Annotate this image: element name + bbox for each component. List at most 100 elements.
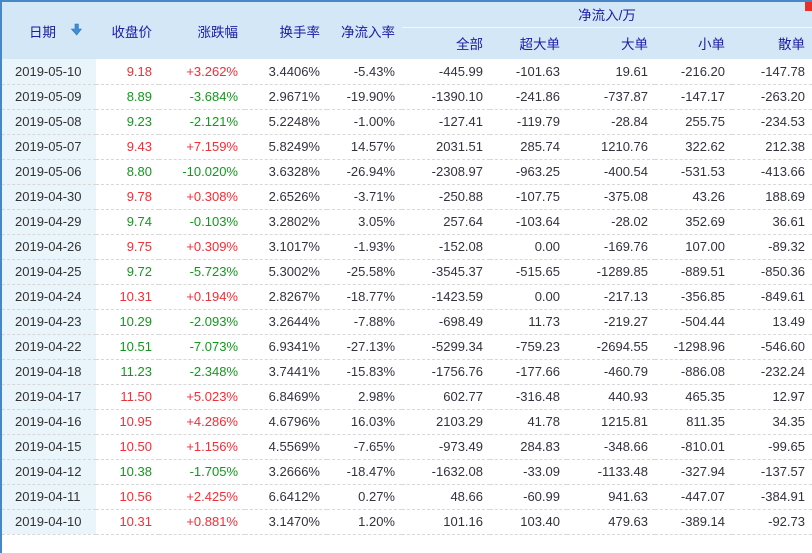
cell-close: 10.31 xyxy=(96,509,159,535)
cell-small: 811.35 xyxy=(655,409,732,435)
cell-change: -1.705% xyxy=(159,459,245,485)
column-header-close[interactable]: 收盘价 xyxy=(96,2,159,59)
cell-inflow-rate: -26.94% xyxy=(327,159,402,185)
cell-large: -1133.48 xyxy=(567,459,655,485)
cell-turnover: 5.8249% xyxy=(245,134,327,160)
column-header-inflow-small[interactable]: 小单 xyxy=(655,27,732,59)
cell-turnover: 3.1017% xyxy=(245,234,327,260)
cell-super: -177.66 xyxy=(490,359,567,385)
cell-super: -33.09 xyxy=(490,459,567,485)
column-header-change[interactable]: 涨跌幅 xyxy=(159,2,245,59)
cell-all: -1423.59 xyxy=(402,284,490,310)
cell-all: -1756.76 xyxy=(402,359,490,385)
cell-turnover: 4.6796% xyxy=(245,409,327,435)
cell-large: -400.54 xyxy=(567,159,655,185)
cell-all: -698.49 xyxy=(402,309,490,335)
cell-large: -460.79 xyxy=(567,359,655,385)
cell-date: 2019-04-17 xyxy=(2,384,96,410)
cell-small: 255.75 xyxy=(655,109,732,135)
cell-super: 103.40 xyxy=(490,509,567,535)
cell-date: 2019-05-10 xyxy=(2,59,96,85)
cell-super: 0.00 xyxy=(490,234,567,260)
cell-date: 2019-05-07 xyxy=(2,134,96,160)
cell-change: -2.121% xyxy=(159,109,245,135)
cell-large: -375.08 xyxy=(567,184,655,210)
cell-scattered: -546.60 xyxy=(732,334,812,360)
cell-super: -103.64 xyxy=(490,209,567,235)
cell-change: +0.308% xyxy=(159,184,245,210)
cell-large: -348.66 xyxy=(567,434,655,460)
cell-date: 2019-04-23 xyxy=(2,309,96,335)
table-header: 日期 收盘价 涨跌幅 换手率 净流入率 净流入/万 全部 超大单 大单 小单 散… xyxy=(2,2,812,59)
cell-all: -973.49 xyxy=(402,434,490,460)
cell-change: -0.103% xyxy=(159,209,245,235)
cell-small: -810.01 xyxy=(655,434,732,460)
cell-super: 0.00 xyxy=(490,284,567,310)
table-row: 2019-05-09 8.89 -3.684% 2.9671% -19.90% -1390… xyxy=(2,84,812,110)
table-row: 2019-05-08 9.23 -2.121% 5.2248% -1.00% -127.4… xyxy=(2,109,812,135)
date-header-label: 日期 xyxy=(29,24,56,40)
cell-date: 2019-04-25 xyxy=(2,259,96,285)
cell-date: 2019-04-10 xyxy=(2,509,96,535)
cell-close: 8.89 xyxy=(96,84,159,110)
column-header-inflow-rate[interactable]: 净流入率 xyxy=(327,2,402,59)
table-row: 2019-04-25 9.72 -5.723% 5.3002% -25.58% -3545… xyxy=(2,259,812,285)
cell-inflow-rate: 14.57% xyxy=(327,134,402,160)
cell-turnover: 3.6328% xyxy=(245,159,327,185)
cell-date: 2019-04-26 xyxy=(2,234,96,260)
column-header-inflow-super-large[interactable]: 超大单 xyxy=(490,27,567,59)
cell-scattered: 188.69 xyxy=(732,184,812,210)
cell-change: +1.156% xyxy=(159,434,245,460)
cell-small: -1298.96 xyxy=(655,334,732,360)
cell-turnover: 6.8469% xyxy=(245,384,327,410)
cell-scattered: 34.35 xyxy=(732,409,812,435)
cell-scattered: -232.24 xyxy=(732,359,812,385)
column-header-date[interactable]: 日期 xyxy=(2,2,96,59)
cell-inflow-rate: -1.00% xyxy=(327,109,402,135)
cell-all: -3545.37 xyxy=(402,259,490,285)
cell-close: 9.75 xyxy=(96,234,159,260)
cell-super: -119.79 xyxy=(490,109,567,135)
table-body: 2019-05-10 9.18 +3.262% 3.4406% -5.43% -445.9… xyxy=(2,59,812,535)
table-row: 2019-04-11 10.56 +2.425% 6.6412% 0.27% 48.66-… xyxy=(2,484,812,510)
cell-small: -447.07 xyxy=(655,484,732,510)
column-header-inflow-scattered[interactable]: 散单 xyxy=(732,27,812,59)
cell-scattered: -99.65 xyxy=(732,434,812,460)
cell-turnover: 5.3002% xyxy=(245,259,327,285)
cell-super: -241.86 xyxy=(490,84,567,110)
cell-close: 10.95 xyxy=(96,409,159,435)
column-header-turnover[interactable]: 换手率 xyxy=(245,2,327,59)
cell-super: -759.23 xyxy=(490,334,567,360)
cell-close: 11.23 xyxy=(96,359,159,385)
cell-inflow-rate: 1.20% xyxy=(327,509,402,535)
cell-change: +3.262% xyxy=(159,59,245,85)
cell-all: 48.66 xyxy=(402,484,490,510)
column-header-inflow-all[interactable]: 全部 xyxy=(402,27,490,59)
cell-small: -889.51 xyxy=(655,259,732,285)
cell-change: +0.309% xyxy=(159,234,245,260)
cell-large: -737.87 xyxy=(567,84,655,110)
cell-super: -60.99 xyxy=(490,484,567,510)
cell-small: 107.00 xyxy=(655,234,732,260)
cell-all: 257.64 xyxy=(402,209,490,235)
column-group-net-inflow: 净流入/万 xyxy=(402,2,812,28)
cell-close: 9.43 xyxy=(96,134,159,160)
sort-desc-icon[interactable] xyxy=(70,23,83,39)
corner-red-mark xyxy=(805,2,812,11)
cell-small: -327.94 xyxy=(655,459,732,485)
column-header-inflow-large[interactable]: 大单 xyxy=(567,27,655,59)
cell-change: +2.425% xyxy=(159,484,245,510)
cell-date: 2019-05-08 xyxy=(2,109,96,135)
cell-small: -216.20 xyxy=(655,59,732,85)
cell-small: 465.35 xyxy=(655,384,732,410)
cell-close: 9.74 xyxy=(96,209,159,235)
table-row: 2019-04-12 10.38 -1.705% 3.2666% -18.47% -163… xyxy=(2,459,812,485)
cell-small: -356.85 xyxy=(655,284,732,310)
cell-all: 2103.29 xyxy=(402,409,490,435)
cell-change: -2.348% xyxy=(159,359,245,385)
cell-inflow-rate: -7.88% xyxy=(327,309,402,335)
cell-close: 10.50 xyxy=(96,434,159,460)
cell-date: 2019-04-30 xyxy=(2,184,96,210)
cell-all: -5299.34 xyxy=(402,334,490,360)
